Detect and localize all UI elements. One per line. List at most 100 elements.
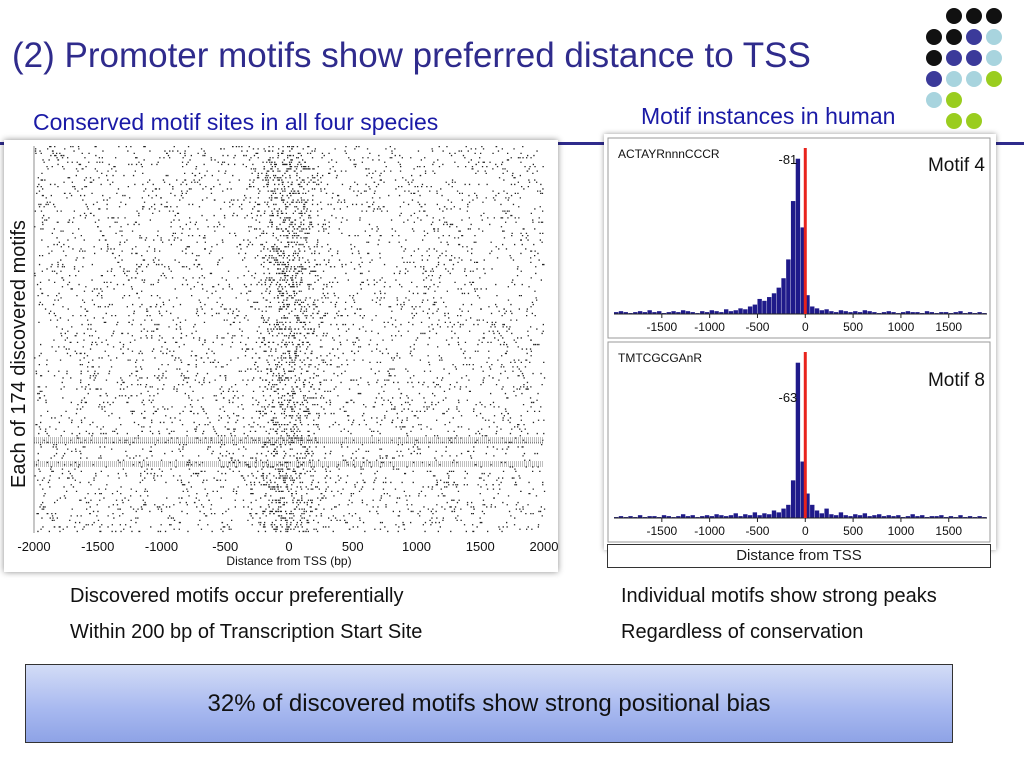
histogram-bar [771, 293, 777, 314]
histogram-bar [628, 516, 633, 518]
histogram-x-tick-label: -1500 [646, 524, 677, 538]
histogram-x-tick-label: -1000 [694, 320, 725, 334]
histogram-x-tick-label: 500 [843, 320, 863, 334]
motif-histogram-charts: ACTAYRnnnCCCR -1500 -1000 -500 0 500 1000 1500 -… [604, 134, 996, 550]
histogram-bar [881, 516, 887, 518]
histogram-bar [728, 311, 734, 314]
histogram-bar [843, 515, 848, 518]
histogram-bar [795, 362, 801, 518]
summary-caption: 32% of discovered motifs show strong pos… [207, 690, 771, 717]
histogram-bar [853, 514, 858, 518]
raster-plot-svg: -2000 -1500 -1000 -500 0 500 1000 1500 2000 Dista… [17, 146, 558, 568]
right-note-line-1: Individual motifs show strong peaks [621, 585, 937, 607]
histogram-x-tick-label: 1000 [888, 320, 915, 334]
histogram-bar [891, 516, 896, 518]
raster-points [34, 146, 546, 533]
histogram-bar [886, 515, 891, 518]
histogram-bar [900, 312, 906, 314]
decorative-dot [946, 50, 962, 66]
decorative-dot [986, 8, 1002, 24]
motif-name-label: Motif 8 [928, 370, 985, 391]
histogram-bar [805, 493, 810, 518]
histogram-bar [709, 516, 715, 518]
decorative-dot [926, 29, 942, 45]
histogram-bar [704, 312, 710, 314]
histogram-bar [829, 514, 834, 518]
histogram-bar [786, 504, 791, 518]
histogram-bar [819, 513, 825, 518]
histogram-bar [666, 312, 671, 314]
histogram-bar [958, 515, 963, 518]
histogram-bar [939, 515, 944, 518]
histogram-bar [838, 310, 844, 314]
histogram-bar [977, 516, 982, 518]
histogram-bar [657, 311, 662, 314]
decorative-dot [946, 8, 962, 24]
histogram-bar [685, 516, 691, 518]
histogram-bar [857, 515, 863, 518]
histogram-x-axis-label: Distance from TSS [736, 547, 862, 564]
histogram-bar [762, 300, 767, 314]
histogram-bar [700, 311, 705, 314]
histogram-bar [757, 298, 762, 314]
histogram-bar [910, 514, 915, 518]
histogram-bar [915, 312, 920, 314]
histogram-bar [690, 312, 695, 314]
histogram-bar [929, 312, 934, 314]
histogram-bar [719, 312, 724, 314]
decorative-dot [946, 113, 962, 129]
decorative-dot [986, 50, 1002, 66]
decorative-dot [966, 8, 982, 24]
histogram-bar [676, 312, 681, 314]
histogram-bar [877, 514, 882, 518]
decorative-dot [966, 29, 982, 45]
histogram-bar [733, 310, 738, 314]
raster-marks [34, 146, 546, 533]
histogram-bar [714, 311, 719, 314]
histogram-x-tick-label: 500 [843, 524, 863, 538]
histogram-bar [977, 312, 982, 314]
histogram-bar [671, 311, 676, 314]
raster-x-tick-label: -500 [212, 539, 238, 554]
histogram-bar [728, 515, 734, 518]
histogram-bar [848, 312, 853, 314]
histogram-bar [738, 516, 743, 518]
raster-x-tick-label: 500 [342, 539, 364, 554]
decorative-dot [926, 50, 942, 66]
right-chart-subtitle: Motif instances in human [641, 103, 896, 129]
histogram-bar [924, 311, 930, 314]
histogram-svg: ACTAYRnnnCCCR -1500 -1000 -500 0 500 1000 1500 -… [607, 137, 991, 543]
histogram-bar [833, 515, 839, 518]
histogram-bar [786, 259, 791, 314]
histogram-bar [709, 310, 715, 314]
decorative-dot [946, 92, 962, 108]
summary-caption-box: 32% of discovered motifs show strong pos… [25, 664, 953, 743]
histogram-bar [647, 516, 652, 518]
histogram-bar [647, 310, 652, 314]
raster-x-tick-label: 1000 [402, 539, 431, 554]
left-note-line-2: Within 200 bp of Transcription Start Sit… [70, 621, 423, 643]
histogram-x-tick-label: 1000 [888, 524, 915, 538]
histogram-bar [757, 515, 762, 518]
histogram-bar [738, 308, 743, 314]
histogram-bar [800, 227, 805, 314]
histogram-bar [723, 516, 729, 518]
histogram-x-tick-label: -500 [745, 320, 769, 334]
histogram-bar [752, 512, 758, 518]
histogram-bar [819, 310, 825, 314]
histogram-bar [853, 311, 858, 314]
histogram-bar [690, 515, 695, 518]
decorative-dot [966, 113, 982, 129]
histogram-x-tick-label: 0 [802, 524, 809, 538]
histogram-bar [776, 287, 781, 314]
histogram-x-tick-label: -1000 [694, 524, 725, 538]
histogram-bar [905, 516, 911, 518]
histogram-bar [637, 515, 643, 518]
histogram-bar [752, 304, 758, 314]
raster-x-tick-label: -1500 [81, 539, 114, 554]
slide-title: (2) Promoter motifs show preferred dista… [12, 36, 811, 75]
peak-position-label: -63 [778, 390, 797, 405]
left-note-line-1: Discovered motifs occur preferentially [70, 585, 404, 607]
histogram-bar [881, 312, 887, 314]
histogram-x-axis-label-box: Distance from TSS [607, 544, 991, 568]
